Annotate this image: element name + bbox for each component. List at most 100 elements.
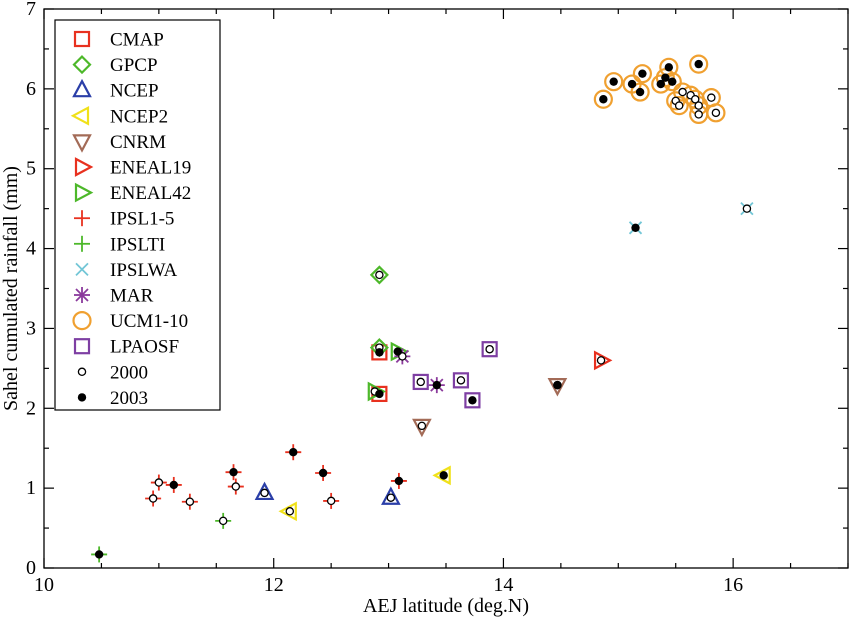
x-tick-label: 12 [264, 574, 284, 596]
point-lpaosf [452, 372, 470, 389]
point-2000 [416, 377, 425, 387]
legend-label-eneal42: ENEAL42 [110, 183, 191, 204]
point-2003 [638, 69, 647, 78]
point-2003 [375, 389, 384, 399]
point-lpaosf [412, 373, 429, 391]
point-2003 [631, 223, 640, 233]
point-eneal19 [593, 350, 613, 371]
legend: CMAP GPCP NCEP NCEP2 CNRM ENEAL19 ENEAL42 IPSL1… [54, 19, 221, 411]
point-2000 [386, 493, 396, 502]
point-2003 [553, 380, 562, 390]
point-cnrm [547, 378, 568, 397]
point-ucm1-10 [630, 82, 650, 102]
point-2003 [627, 79, 637, 89]
point-2003 [169, 480, 178, 490]
y-tick-label: 1 [26, 477, 36, 499]
point-2003 [393, 347, 402, 356]
point-2003 [664, 63, 674, 72]
point-2000 [375, 270, 384, 280]
legend-marker-ncep [72, 78, 92, 98]
legend-label-ipsl1-5: IPSL1-5 [110, 209, 174, 230]
point-2003 [609, 77, 618, 86]
legend-marker-gpcp [72, 55, 92, 75]
point-lpaosf [464, 392, 481, 409]
legend-marker-ncep2 [70, 105, 90, 126]
point-2003 [375, 348, 384, 357]
y-tick-label: 7 [26, 0, 36, 20]
legend-label-eneal19: ENEAL19 [110, 158, 191, 179]
point-2003 [318, 468, 328, 478]
point-cnrm [412, 418, 432, 438]
legend-label-gpcp: GPCP [110, 55, 158, 76]
point-ncep [254, 481, 275, 501]
legend-marker-mar [74, 287, 90, 303]
point-2003 [439, 471, 448, 480]
legend-marker-ipslti [74, 235, 90, 252]
point-2000 [260, 488, 269, 498]
legend-label-2000: 2000 [110, 362, 148, 383]
point-2000 [596, 356, 606, 365]
plot-frame [43, 8, 849, 569]
point-ucm1-10 [593, 89, 613, 109]
legend-label-ipslti: IPSLTI [110, 234, 165, 255]
point-2003 [289, 448, 298, 457]
legend-marker-eneal42 [74, 182, 94, 203]
point-ucm1-10 [689, 54, 709, 74]
legend-label-ncep: NCEP [110, 81, 159, 102]
point-ucm1-10 [706, 103, 726, 123]
legend-marker-2003 [77, 393, 87, 402]
point-2000 [485, 344, 494, 354]
point-2000 [694, 110, 703, 119]
y-tick-label: 2 [26, 397, 36, 419]
point-2003 [635, 87, 645, 97]
point-2003 [468, 396, 477, 405]
legend-label-2003: 2003 [110, 388, 148, 409]
point-2003 [661, 73, 670, 82]
legend-marker-eneal19 [74, 157, 94, 177]
legend-label-mar: MAR [110, 286, 154, 307]
y-tick-label: 4 [26, 238, 36, 260]
point-2000 [674, 101, 684, 110]
point-ncep2 [432, 465, 451, 486]
legend-marker-ipslwa [75, 262, 89, 277]
point-2003 [229, 467, 238, 477]
point-2000 [707, 93, 716, 102]
point-ucm1-10 [632, 64, 653, 84]
point-gpcp [369, 265, 389, 285]
y-tick-label: 6 [26, 78, 36, 100]
point-2000 [690, 94, 700, 104]
point-ncep2 [278, 501, 297, 522]
point-2000 [678, 87, 687, 97]
legend-marker-lpaosf [73, 338, 91, 355]
point-2000 [456, 376, 466, 385]
legend-label-cnrm: CNRM [110, 132, 166, 153]
point-ncep [381, 486, 401, 505]
legend-marker-ipsl1-5 [74, 210, 90, 227]
point-2000 [148, 494, 158, 503]
legend-marker-ucm1-10 [72, 311, 92, 331]
point-2003 [694, 59, 703, 69]
point-2000 [711, 108, 721, 118]
point-2000 [326, 496, 336, 506]
x-tick-label: 16 [723, 574, 743, 596]
legend-marker-2000 [77, 367, 87, 377]
point-lpaosf [481, 341, 498, 358]
point-2003 [432, 380, 442, 390]
legend-marker-cnrm [72, 134, 92, 153]
point-2003 [94, 550, 104, 559]
x-tick-label: 14 [493, 574, 513, 596]
legend-label-lpaosf: LPAOSF [110, 337, 179, 358]
point-2000 [154, 478, 164, 487]
point-2003 [668, 77, 677, 86]
point-2000 [417, 421, 427, 431]
y-tick-label: 5 [26, 158, 36, 180]
y-tick-label: 3 [26, 317, 36, 339]
x-axis-label: AEJ latitude (deg.N) [363, 595, 529, 617]
x-tick-label: 10 [34, 574, 54, 596]
point-2003 [656, 79, 665, 89]
point-2003 [599, 95, 608, 104]
legend-marker-cmap [73, 30, 91, 48]
point-2000 [742, 204, 752, 213]
